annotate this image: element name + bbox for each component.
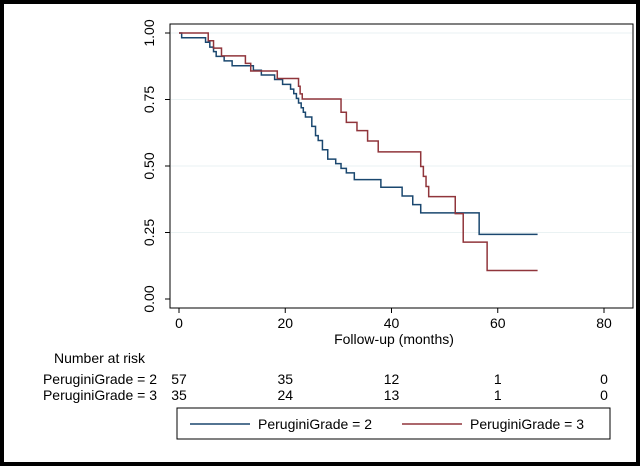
legend: PeruginiGrade = 2 PeruginiGrade = 3 [176,407,611,440]
axes: 0.00 0.25 0.50 0.75 1.00 0 20 40 60 80 [141,19,612,331]
y-tick-label: 0.50 [141,152,157,179]
risk-row-label: PeruginiGrade = 3 [43,387,157,403]
survival-curve-series-2 [179,32,538,272]
risk-count: 57 [171,371,187,387]
y-tick-label: 0.00 [141,285,157,312]
km-chart: 0.00 0.25 0.50 0.75 1.00 0 20 40 60 80 Follow-up … [43,19,634,440]
x-tick-label: 60 [490,315,506,331]
risk-row-label: PeruginiGrade = 2 [43,371,157,387]
risk-count: 12 [384,371,400,387]
risk-count: 1 [494,371,502,387]
x-tick-label: 0 [175,315,183,331]
x-tick-label: 80 [596,315,612,331]
number-at-risk-table: Number at risk PeruginiGrade = 2 57 35 12 1 0… [43,350,608,403]
y-tick-label: 1.00 [141,19,157,46]
y-gridlines [171,32,632,233]
risk-table-title: Number at risk [54,350,146,366]
risk-count: 1 [494,387,502,403]
x-axis-label: Follow-up (months) [334,331,454,347]
legend-label: PeruginiGrade = 3 [470,416,584,432]
y-tick-label: 0.75 [141,86,157,113]
risk-count: 35 [277,371,293,387]
x-tick-label: 20 [277,315,293,331]
survival-curves [179,32,538,272]
y-tick-label: 0.25 [141,219,157,246]
risk-count: 0 [600,387,608,403]
risk-count: 35 [171,387,187,403]
figure-frame: 0.00 0.25 0.50 0.75 1.00 0 20 40 60 80 Follow-up … [3,3,637,463]
risk-count: 13 [384,387,400,403]
risk-count: 0 [600,371,608,387]
risk-count: 24 [277,387,293,403]
x-tick-label: 40 [384,315,400,331]
legend-label: PeruginiGrade = 2 [258,416,372,432]
